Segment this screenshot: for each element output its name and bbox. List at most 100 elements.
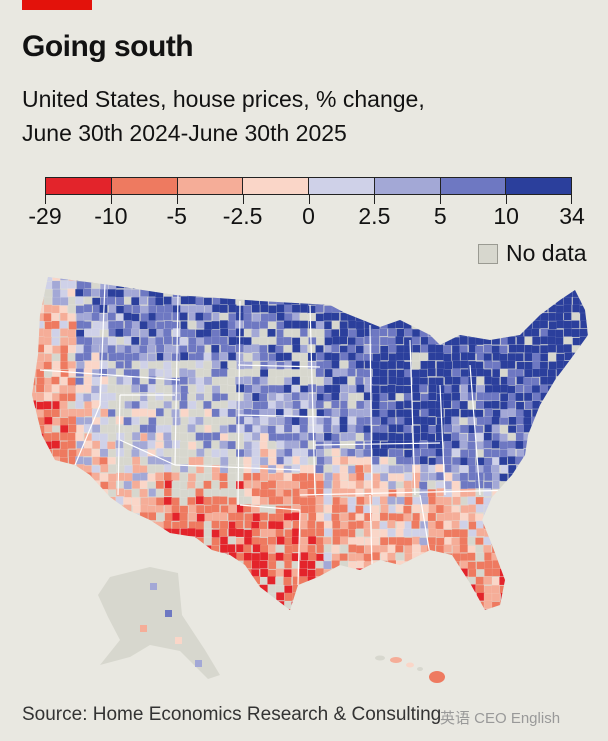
- county-cell: [220, 608, 229, 610]
- county-cell: [83, 344, 92, 354]
- county-cell: [420, 561, 429, 570]
- county-cell: [171, 488, 180, 497]
- county-cell: [459, 328, 468, 338]
- county-cell: [147, 432, 156, 441]
- county-cell: [275, 369, 285, 378]
- county-cell: [99, 433, 108, 442]
- county-cell: [323, 520, 333, 529]
- county-cell: [380, 592, 389, 601]
- county-cell: [83, 393, 92, 402]
- county-cell: [355, 360, 365, 369]
- county-cell: [532, 409, 541, 418]
- alaska-cell: [195, 660, 202, 667]
- county-cell: [132, 473, 141, 482]
- county-cell: [483, 440, 492, 449]
- county-cell: [572, 345, 581, 354]
- county-cell: [492, 472, 501, 482]
- county-cell: [396, 345, 405, 354]
- county-cell: [164, 417, 173, 426]
- county-cell: [459, 336, 468, 345]
- county-cell: [276, 592, 285, 601]
- county-cell: [243, 536, 253, 546]
- county-cell: [283, 480, 293, 490]
- county-cell: [467, 409, 477, 418]
- county-cell: [227, 608, 237, 610]
- county-cell: [356, 400, 365, 410]
- county-cell: [323, 393, 332, 402]
- county-cell: [388, 473, 397, 482]
- county-cell: [51, 561, 60, 570]
- county-cell: [268, 344, 277, 353]
- county-cell: [412, 608, 421, 610]
- county-cell: [83, 304, 93, 313]
- county-cell: [372, 480, 381, 489]
- county-cell: [355, 336, 364, 346]
- county-cell: [124, 401, 133, 410]
- county-cell: [579, 401, 588, 410]
- county-cell: [52, 417, 61, 426]
- county-cell: [372, 277, 381, 281]
- county-cell: [371, 569, 381, 578]
- county-cell: [339, 456, 349, 465]
- county-cell: [339, 584, 348, 594]
- county-cell: [420, 320, 429, 329]
- county-cell: [91, 376, 101, 386]
- county-cell: [316, 361, 325, 370]
- county-cell: [419, 288, 428, 298]
- county-cell: [372, 353, 381, 362]
- county-cell: [467, 496, 476, 505]
- county-cell: [36, 440, 45, 450]
- county-cell: [67, 345, 77, 354]
- county-cell: [451, 296, 461, 306]
- county-cell: [499, 329, 508, 338]
- county-cell: [532, 336, 541, 345]
- county-cell: [60, 569, 69, 578]
- county-cell: [196, 576, 205, 585]
- county-cell: [131, 321, 141, 330]
- county-cell: [75, 305, 85, 314]
- county-cell: [395, 304, 404, 314]
- county-cell: [563, 384, 573, 393]
- county-cell: [275, 385, 284, 394]
- county-cell: [35, 504, 44, 513]
- county-cell: [532, 432, 541, 441]
- county-cell: [323, 321, 333, 330]
- county-cell: [75, 384, 85, 393]
- county-cell: [180, 296, 189, 305]
- county-cell: [228, 329, 237, 338]
- county-cell: [268, 416, 277, 426]
- county-cell: [347, 592, 356, 601]
- county-cell: [499, 552, 508, 561]
- county-cell: [587, 289, 588, 298]
- county-cell: [564, 488, 573, 497]
- county-cell: [500, 592, 509, 601]
- county-cell: [187, 424, 196, 433]
- county-cell: [32, 304, 37, 313]
- county-cell: [228, 504, 237, 513]
- county-cell: [260, 544, 269, 554]
- county-cell: [459, 440, 468, 449]
- county-cell: [219, 528, 228, 537]
- county-cell: [259, 497, 268, 506]
- county-cell: [332, 368, 341, 377]
- county-cell: [107, 424, 116, 433]
- county-cell: [467, 457, 476, 466]
- county-cell: [84, 576, 93, 585]
- county-cell: [483, 497, 492, 506]
- county-cell: [563, 432, 572, 441]
- county-cell: [228, 464, 237, 473]
- county-cell: [147, 424, 157, 434]
- county-cell: [108, 481, 117, 490]
- county-cell: [115, 296, 125, 306]
- county-cell: [364, 360, 373, 369]
- county-cell: [500, 528, 509, 537]
- county-cell: [60, 369, 69, 378]
- county-cell: [195, 568, 204, 577]
- county-cell: [587, 472, 588, 482]
- county-cell: [52, 345, 61, 354]
- county-cell: [339, 296, 348, 305]
- county-cell: [148, 552, 157, 562]
- county-cell: [32, 584, 37, 593]
- alaska-shape: [98, 567, 220, 679]
- county-cell: [507, 536, 516, 546]
